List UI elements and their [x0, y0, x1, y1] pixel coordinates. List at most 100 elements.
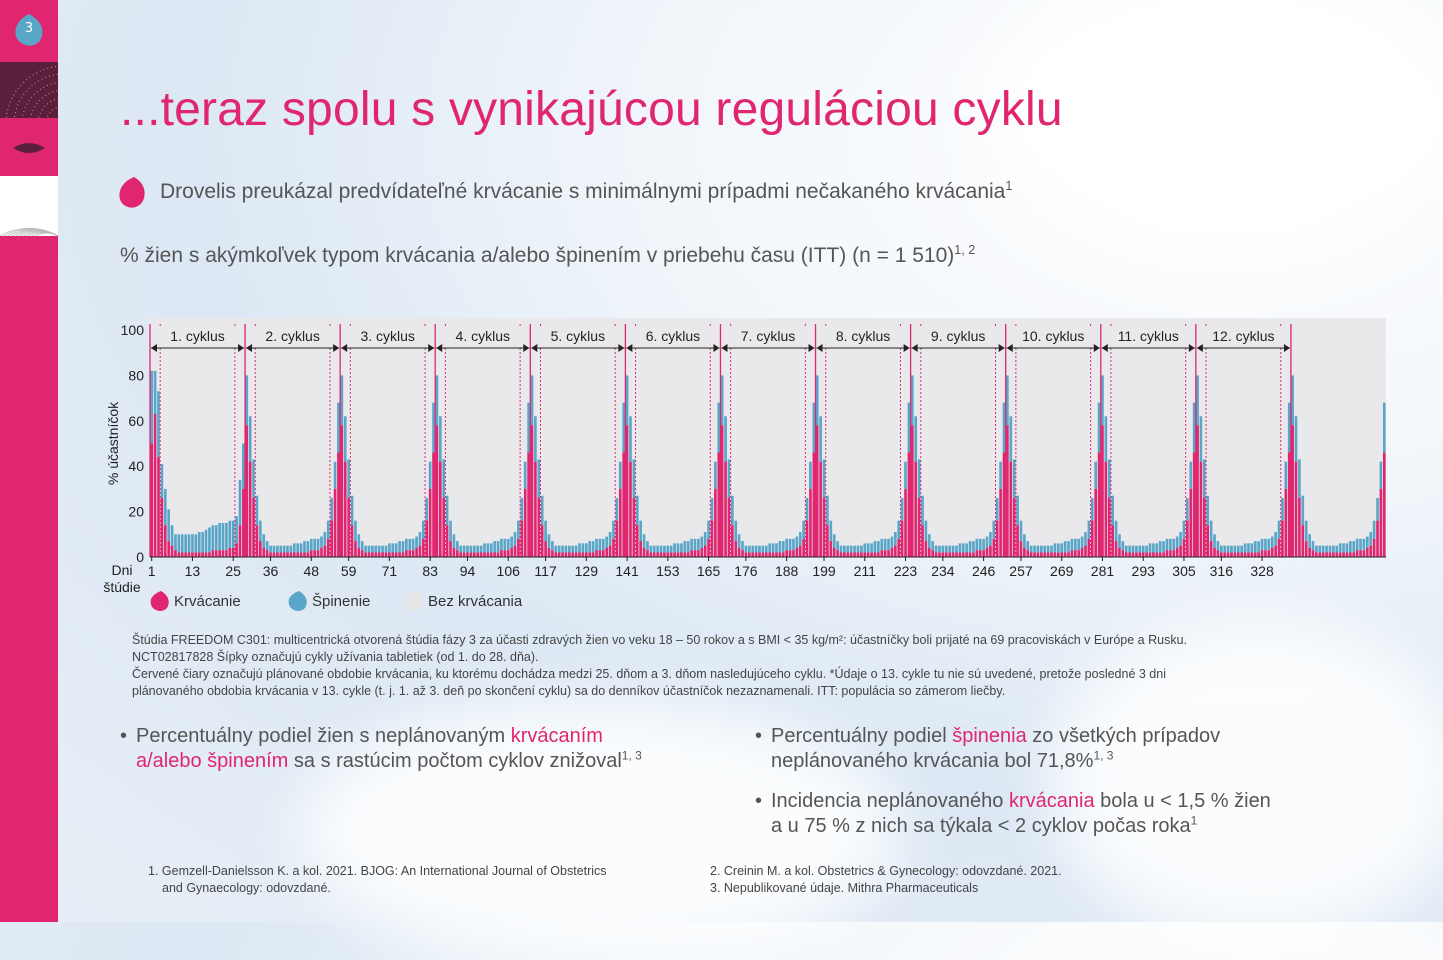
bleeding-bar [1182, 538, 1186, 557]
spotting-bar [405, 538, 408, 551]
bleeding-bar [388, 552, 391, 557]
spotting-bar [629, 416, 632, 462]
spotting-bar [248, 416, 252, 462]
bleeding-bar [265, 550, 269, 557]
bleeding-bar [805, 520, 809, 557]
spotting-bar [771, 543, 775, 553]
spotting-bar [445, 495, 449, 526]
spotting-bar [367, 545, 371, 553]
spotting-bar [588, 541, 592, 553]
bleeding-bar [479, 552, 483, 557]
bleeding-bar [683, 552, 687, 557]
spotting-bar [1250, 543, 1254, 553]
spotting-bar [350, 495, 354, 526]
spotting-bar [462, 545, 466, 553]
spotting-bar [1270, 536, 1274, 548]
cycle-label-bg [159, 326, 236, 346]
spotting-bar [659, 545, 663, 553]
bleeding-bar [921, 525, 924, 557]
spotting-bar [1114, 520, 1118, 542]
spotting-bar [934, 545, 938, 553]
spotting-bar [1216, 541, 1220, 551]
bleeding-bar [1073, 550, 1077, 557]
bleeding-bar [1362, 550, 1366, 557]
bleeding-bar [1186, 520, 1189, 557]
bleeding-bar [401, 552, 405, 557]
bleeding-bar [1352, 552, 1356, 557]
spotting-bar [883, 538, 887, 551]
bleeding-bar [513, 545, 517, 557]
bleeding-bar [489, 552, 493, 557]
bleeding-bar [408, 550, 412, 557]
spotting-bar [1070, 538, 1074, 551]
bleeding-bar [673, 552, 676, 557]
cycle-label-bg [730, 326, 806, 346]
bleeding-bar [262, 547, 266, 557]
spotting-bar [313, 538, 317, 551]
spotting-bar [1332, 545, 1335, 553]
spotting-bar [1145, 545, 1148, 553]
spotting-bar [809, 461, 812, 489]
bleeding-bar [700, 547, 704, 557]
spotting-bar [866, 543, 870, 553]
spotting-bar [910, 375, 914, 426]
cycle-label: 9. cyklus [931, 328, 985, 344]
bleeding-bar [1128, 552, 1131, 557]
spotting-bar [1087, 520, 1091, 539]
bleeding-bar [1046, 552, 1050, 557]
bleeding-bar [540, 525, 544, 557]
bleeding-bar [276, 552, 279, 557]
bleeding-bar [995, 520, 999, 557]
spotting-bar [846, 545, 850, 553]
bleeding-bar [778, 552, 782, 557]
spotting-bar [1148, 543, 1152, 553]
bleeding-bar [1199, 461, 1203, 557]
bleeding-bar [836, 550, 839, 557]
bleeding-bar [710, 520, 714, 557]
cloud-decoration [980, 0, 1443, 260]
y-tick-label: 20 [128, 504, 144, 520]
spotting-bar [411, 538, 415, 551]
bleeding-bar [798, 545, 802, 557]
spotting-bar [585, 543, 588, 553]
bleeding-bar [517, 538, 520, 557]
bleeding-bar [201, 552, 204, 557]
spotting-bar [377, 545, 381, 553]
bleeding-bar [697, 550, 700, 557]
bleeding-bar [231, 547, 235, 557]
spotting-bar [717, 402, 721, 453]
bleeding-bar [221, 550, 225, 557]
bleeding-bar [1281, 520, 1284, 557]
spotting-bar [1382, 402, 1386, 453]
x-tick-label: 246 [972, 563, 996, 579]
arrow-head-left [341, 344, 348, 352]
spotting-bar [975, 538, 979, 551]
arrow-head-right [1093, 344, 1100, 352]
cycle-label-bg [634, 326, 711, 346]
spotting-bar [955, 545, 958, 553]
spotting-bar [384, 545, 388, 553]
bleeding-bar [187, 552, 191, 557]
bleeding-bar [377, 552, 381, 557]
bleeding-bar [1189, 488, 1193, 557]
footnote-line: NCT02817828 Šípky označujú cykly užívani… [132, 650, 539, 664]
bleeding-bar [245, 425, 249, 557]
y-tick-label: 40 [128, 458, 144, 474]
bleeding-bar [846, 552, 850, 557]
footnote-line: plánovaného obdobia krvácania v 13. cykl… [132, 684, 1006, 698]
spotting-bar [870, 543, 873, 553]
spotting-bar [323, 532, 327, 546]
spotting-bar [1121, 541, 1125, 551]
spotting-bar [299, 543, 303, 553]
bleeding-bar [1124, 552, 1128, 557]
cycle-label-bg [444, 326, 521, 346]
bleeding-bar [944, 552, 948, 557]
x-tick-label: 94 [460, 563, 476, 579]
bleeding-bar [890, 547, 894, 557]
spotting-bar [921, 495, 924, 526]
bleeding-bar [734, 541, 738, 557]
bleeding-bar [615, 520, 619, 557]
bleeding-bar [242, 488, 245, 557]
spotting-bar [1304, 520, 1308, 542]
spotting-bar [914, 416, 918, 462]
